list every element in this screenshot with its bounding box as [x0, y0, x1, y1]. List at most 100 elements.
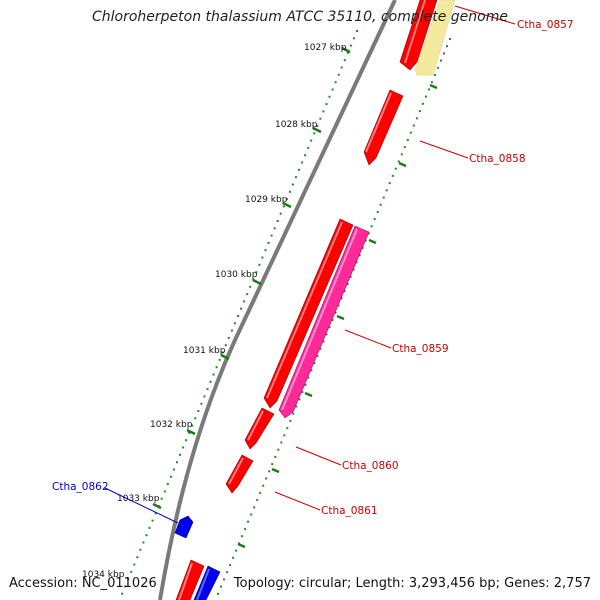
minor-tick-dot [356, 30, 358, 32]
minor-tick-dot [382, 196, 385, 199]
gene-feature-ctha-0861[interactable] [225, 454, 254, 494]
minor-tick-dot [430, 81, 433, 84]
inner-tick [429, 83, 438, 90]
minor-tick-dot [322, 340, 325, 343]
minor-tick-dot [203, 395, 206, 398]
leader-ctha-0861 [274, 491, 321, 511]
minor-tick-dot [265, 477, 268, 480]
minor-tick-dot [124, 585, 127, 588]
minor-tick-dot [340, 66, 343, 69]
minor-tick-dot [172, 468, 175, 471]
minor-tick-dot [121, 592, 124, 595]
minor-tick-dot [268, 470, 271, 473]
minor-tick-dot [185, 439, 188, 442]
gene-feature-ctha-0862[interactable] [174, 515, 194, 539]
minor-tick-dot [298, 398, 301, 401]
minor-tick-dot [151, 519, 154, 522]
minor-tick-dot [424, 95, 427, 98]
kbp-tick-1027 [341, 46, 351, 54]
gene-label-ctha-0860[interactable]: Ctha_0860 [342, 460, 399, 472]
minor-tick-dot [355, 261, 358, 264]
minor-tick-dot [166, 483, 169, 486]
minor-tick-dot [397, 160, 400, 163]
minor-tick-dot [258, 263, 261, 266]
kbp-label-1031: 1031 kbp [183, 346, 226, 356]
minor-tick-dot [200, 402, 203, 405]
minor-tick-dot [367, 232, 370, 235]
minor-tick-dot [188, 431, 191, 434]
inner-tick [304, 391, 313, 398]
minor-tick-dot [241, 535, 244, 538]
minor-tick-dot [295, 176, 297, 179]
minor-tick-dot [237, 315, 239, 317]
gene-label-ctha-0859[interactable]: Ctha_0859 [392, 343, 449, 355]
gene-feature-ctha-0859-alt[interactable] [278, 225, 370, 419]
minor-tick-dot [209, 380, 212, 383]
kbp-major-ticks [152, 46, 351, 510]
minor-tick-dot [283, 434, 286, 437]
minor-tick-dot [179, 453, 181, 456]
gene-feature-ctha-0858[interactable] [363, 89, 404, 166]
minor-tick-dot [136, 556, 139, 559]
minor-tick-dot [286, 427, 289, 430]
minor-tick-dot [334, 311, 337, 314]
gene-bevel [281, 228, 358, 411]
minor-tick-dot [139, 548, 142, 551]
minor-tick-dot [182, 446, 185, 449]
minor-tick-dot [295, 405, 298, 408]
gene-label-ctha-0858[interactable]: Ctha_0858 [469, 153, 526, 165]
minor-tick-dot [440, 59, 442, 62]
gene-label-ctha-0857[interactable]: Ctha_0857 [517, 19, 574, 31]
minor-tick-dot [391, 174, 394, 177]
genome-summary: Topology: circular; Length: 3,293,456 bp… [233, 576, 591, 591]
minor-tick-dot [331, 319, 334, 321]
minor-tick-dot [246, 293, 249, 296]
minor-tick-dot [343, 290, 346, 293]
minor-tick-dot [169, 475, 172, 478]
minor-tick-dot [449, 38, 451, 40]
minor-tick-dot [163, 490, 166, 493]
inner-tick [398, 161, 407, 168]
gene-feature-ctha-0860[interactable] [244, 407, 275, 450]
kbp-label-1029: 1029 kbp [245, 195, 288, 205]
kbp-tick-1033 [152, 502, 162, 510]
minor-tick-dot [406, 138, 409, 141]
minor-tick-dot [142, 541, 145, 544]
minor-tick-dot [343, 59, 346, 62]
gene-label-ctha-0862[interactable]: Ctha_0862 [52, 481, 109, 493]
minor-tick-dot [319, 347, 322, 350]
inner-tick [237, 542, 246, 549]
gene-feature-pale[interactable] [414, 0, 456, 76]
minor-tick-dot [316, 355, 319, 357]
minor-tick-dot [218, 358, 221, 361]
minor-tick-dot [233, 322, 236, 325]
minor-tick-dot [301, 391, 304, 394]
minor-tick-dot [310, 139, 313, 142]
gene-feature-ctha-0859[interactable] [263, 218, 354, 409]
minor-tick-dot [415, 117, 418, 120]
minor-tick-dot [243, 300, 246, 303]
minor-tick-dot [133, 563, 136, 566]
minor-tick-dot [176, 461, 178, 464]
minor-tick-dot [212, 373, 215, 376]
minor-tick-dot [379, 203, 382, 206]
minor-tick-dot [292, 412, 295, 415]
minor-tick-dot [370, 225, 373, 228]
inner-tick [271, 467, 280, 474]
minor-tick-dot [349, 44, 352, 47]
leader-ctha-0859 [344, 329, 392, 349]
minor-tick-dot [282, 205, 285, 208]
minor-tick-dot [223, 578, 225, 581]
inner-tick [336, 314, 345, 321]
kbp-label-1032: 1032 kbp [150, 420, 193, 430]
minor-tick-dot [289, 419, 292, 422]
gene-label-ctha-0861[interactable]: Ctha_0861 [321, 505, 378, 517]
minor-tick-dot [215, 366, 218, 369]
kbp-label-1027: 1027 kbp [304, 43, 347, 53]
minor-tick-dot [256, 499, 259, 502]
minor-tick-dot [310, 369, 313, 372]
minor-tick-dot [229, 564, 232, 566]
minor-tick-dot [273, 227, 276, 230]
minor-tick-dot [346, 51, 349, 54]
minor-tick-dot [409, 131, 412, 134]
